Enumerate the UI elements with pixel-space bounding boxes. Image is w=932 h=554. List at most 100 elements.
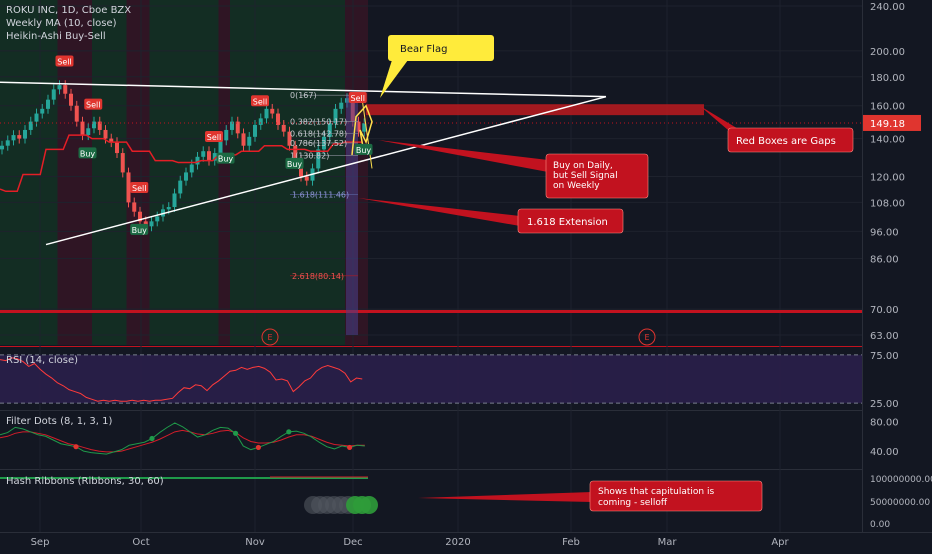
candle-body — [80, 121, 85, 136]
candle-body — [97, 121, 102, 130]
price-tick-label: 120.00 — [870, 173, 905, 184]
filter-dot — [233, 430, 239, 436]
sell-signal-tag — [348, 91, 367, 103]
filter-dot — [73, 444, 79, 450]
price-tick-label: 70.00 — [870, 305, 899, 316]
candle-body — [258, 118, 263, 125]
price-tick-label: 240.00 — [870, 2, 905, 13]
candle-body — [235, 121, 240, 134]
last-price-badge — [863, 114, 921, 131]
filter-tick-label: 40.00 — [870, 447, 899, 458]
price-tick-label: 160.00 — [870, 102, 905, 113]
candle-body — [155, 216, 160, 222]
candle-body — [201, 151, 206, 157]
bear-flag-drawing — [351, 104, 373, 156]
bear-flag-pole — [361, 98, 373, 169]
candle-body — [287, 131, 292, 146]
rsi-band — [0, 354, 862, 404]
candle-body — [327, 123, 332, 137]
chart-title: ROKU INC, 1D, Cboe BZX — [6, 5, 132, 16]
fib-level-label: 0.786(137.52) — [290, 139, 347, 148]
candle-body — [293, 145, 298, 161]
earnings-marker-icon — [638, 328, 656, 346]
capitulation-dot — [360, 496, 378, 514]
candle-body — [0, 145, 4, 150]
daily-weekly-text: but Sell Signal — [553, 171, 618, 181]
extension-pointer — [358, 198, 520, 226]
price-tick-label: 108.00 — [870, 198, 905, 209]
pane-separator — [0, 410, 862, 411]
sell-signal-label: Sell — [207, 133, 221, 142]
candle-body — [120, 153, 125, 173]
fib-level-label: 2.618(80.14) — [292, 272, 344, 281]
buy-signal-label: Buy — [80, 149, 96, 158]
capitulation-pointer — [418, 492, 592, 502]
candle-body — [178, 180, 183, 194]
candle-body — [224, 129, 229, 141]
sell-signal-label: Sell — [253, 97, 267, 106]
sell-signal-label: Sell — [57, 57, 71, 66]
time-tick-label: 2020 — [445, 537, 470, 548]
indicator-weekly-ma[interactable]: Weekly MA (10, close) — [6, 18, 117, 29]
candle-body — [28, 121, 33, 130]
gap-box — [366, 104, 704, 116]
candle-body — [270, 108, 275, 114]
candle-body — [247, 136, 252, 146]
candle-body — [103, 129, 108, 139]
indicator-heikin-ashi[interactable]: Heikin-Ashi Buy-Sell — [6, 31, 106, 42]
time-tick-label: Apr — [771, 537, 789, 548]
candle-body — [40, 108, 45, 114]
candle-body — [23, 129, 27, 139]
price-tick-label: 96.00 — [870, 227, 899, 238]
filter-tick-label: 80.00 — [870, 417, 899, 428]
signal-zone — [0, 0, 58, 345]
candle-body — [316, 149, 321, 169]
earnings-marker-label: E — [644, 333, 649, 342]
capitulation-text: coming - selloff — [598, 498, 668, 508]
fib-level-label: 0.618(142.78) — [290, 130, 347, 139]
fib-level-label: 0.382(150.17) — [290, 117, 347, 126]
filter-dot — [347, 444, 353, 451]
extension-text: 1.618 Extension — [527, 217, 608, 228]
hash-ribbons-pane-label[interactable]: Hash Ribbons (Ribbons, 30, 60) — [6, 476, 164, 487]
gaps-text: Red Boxes are Gaps — [736, 136, 836, 147]
pane-separator — [0, 469, 862, 470]
candle-body — [109, 138, 114, 143]
earnings-marker-icon — [261, 328, 279, 346]
candle-body — [264, 108, 269, 119]
rsi-tick-label: 25.00 — [870, 399, 899, 410]
buy-signal-label: Buy — [287, 160, 303, 169]
bear-flag-text: Bear Flag — [400, 44, 447, 55]
candle-body — [126, 172, 131, 203]
time-tick-label: Oct — [132, 537, 149, 548]
filter-dots-slow-line — [0, 429, 365, 453]
sell-signal-tag — [130, 182, 149, 194]
candle-body — [115, 142, 119, 154]
candle-body — [46, 99, 50, 109]
candle-body — [304, 176, 309, 181]
candle-body — [218, 140, 223, 154]
rsi-pane-label[interactable]: RSI (14, close) — [6, 355, 79, 366]
candle-body — [333, 108, 338, 124]
candle-body — [149, 221, 154, 227]
buy-signal-label: Buy — [218, 155, 234, 164]
candle-body — [241, 133, 246, 146]
candle-body — [207, 151, 211, 161]
time-tick-label: Sep — [31, 537, 50, 548]
fib-projection-box — [346, 95, 358, 335]
price-tick-label: 180.00 — [870, 73, 905, 84]
candle-body — [212, 153, 217, 161]
candle-body — [51, 89, 56, 100]
price-tick-label: 86.00 — [870, 254, 899, 265]
candle-body — [34, 113, 39, 122]
candle-body — [74, 105, 79, 122]
filter-dots-pane-label[interactable]: Filter Dots (8, 1, 3, 1) — [6, 416, 113, 427]
time-tick-label: Feb — [562, 537, 580, 548]
candle-body — [189, 164, 194, 173]
gaps-pointer — [700, 106, 740, 130]
trendline-lower — [45, 95, 607, 246]
filter-dot — [149, 435, 155, 442]
price-tick-label: 140.00 — [870, 135, 905, 146]
daily-weekly-text: Buy on Daily, — [553, 161, 613, 171]
